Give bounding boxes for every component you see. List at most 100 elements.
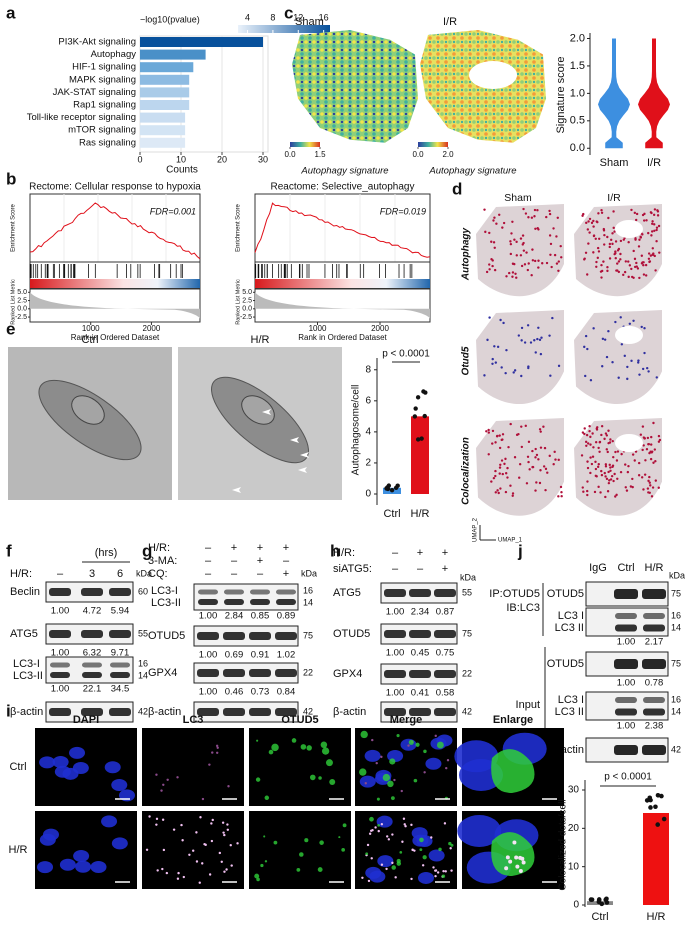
- lc3-dot: [434, 734, 437, 738]
- dot: [599, 901, 605, 907]
- spatial-map: [292, 30, 418, 143]
- lc3-dot: [201, 862, 204, 865]
- spot: [557, 458, 560, 462]
- colorbar: [290, 142, 320, 147]
- y-tick-label: -2.5: [240, 314, 252, 321]
- dot: [604, 896, 609, 902]
- lc3-dot: [410, 823, 413, 827]
- spot: [647, 491, 650, 494]
- channel-label: DAPI: [73, 714, 99, 726]
- kda-value: 75: [671, 588, 681, 598]
- spot: [608, 479, 611, 482]
- nucleus: [425, 757, 442, 770]
- spot: [608, 441, 612, 444]
- spot: [603, 437, 606, 441]
- spot: [498, 213, 501, 217]
- condition-value: –: [205, 555, 212, 567]
- spot: [623, 270, 627, 274]
- spot: [650, 234, 653, 237]
- otud5-blob: [408, 739, 414, 745]
- spot: [644, 274, 648, 277]
- lc3-dot: [221, 821, 225, 824]
- spot: [515, 254, 518, 257]
- otud5-blob: [338, 836, 341, 839]
- lc3-dot: [369, 829, 373, 832]
- row-label: Otud5: [461, 346, 472, 375]
- band: [614, 745, 638, 755]
- band: [642, 659, 666, 669]
- spot: [497, 491, 500, 495]
- spot: [651, 220, 654, 223]
- band: [275, 632, 297, 640]
- spot: [586, 493, 589, 497]
- spot: [555, 235, 558, 238]
- protein-label: Beclin: [10, 586, 40, 598]
- spot: [586, 228, 590, 231]
- kda-value: 75: [462, 628, 472, 638]
- es-curve: [254, 202, 431, 258]
- spot: [633, 459, 636, 462]
- otud5-blob: [342, 823, 347, 828]
- lc3-dot: [195, 831, 198, 834]
- lc3-dot: [176, 877, 180, 880]
- protein-label: OTUD5: [333, 628, 370, 640]
- spot: [654, 269, 657, 272]
- spot: [611, 361, 614, 364]
- spot: [521, 243, 524, 246]
- quantification: 1.00: [617, 637, 636, 648]
- spot: [627, 464, 630, 468]
- spot: [494, 474, 497, 478]
- spot: [647, 370, 650, 373]
- spot: [635, 212, 639, 216]
- kda-value: 16: [138, 658, 148, 668]
- lc3-dot: [210, 839, 214, 843]
- spot: [483, 374, 486, 377]
- spot: [491, 357, 494, 361]
- kda-value: 55: [462, 587, 472, 597]
- lc3-dot: [410, 877, 413, 881]
- coloc-dot: [518, 855, 523, 860]
- category-label: Ras signaling: [79, 137, 136, 148]
- spot: [631, 477, 634, 481]
- spot: [598, 450, 601, 453]
- lc3-dot: [230, 864, 233, 867]
- lc3-dot: [182, 875, 186, 879]
- kda-value: 14: [671, 706, 681, 716]
- quantification: 0.91: [251, 650, 270, 661]
- quantification: 1.00: [617, 721, 636, 732]
- lc3-dot: [404, 825, 407, 828]
- column-label: IgG: [589, 562, 607, 574]
- condition-value: –: [283, 555, 290, 567]
- lc3-dot: [377, 829, 380, 833]
- spot: [620, 343, 624, 346]
- quantification: 0.89: [277, 611, 296, 622]
- x-tick-label: 2000: [371, 324, 389, 333]
- spot: [523, 263, 527, 266]
- dot: [422, 413, 427, 419]
- lc3-dot: [391, 833, 394, 836]
- coloc-dot: [521, 860, 526, 865]
- spot: [548, 454, 551, 458]
- arrowhead: [298, 467, 307, 473]
- spot: [526, 268, 530, 272]
- spot: [549, 242, 553, 246]
- x-axis-label: Rank in Ordered Dataset: [71, 333, 160, 342]
- spot: [517, 432, 520, 436]
- otud5-blob: [419, 848, 423, 852]
- condition-value: +: [442, 563, 448, 575]
- spot: [632, 249, 635, 253]
- spot: [627, 275, 630, 279]
- spot: [515, 240, 518, 244]
- lc3-dot: [176, 776, 179, 779]
- nucleus: [101, 815, 118, 828]
- otud5-blob: [441, 874, 446, 878]
- y-axis-label: Enrichment Score: [236, 203, 242, 251]
- lc3-dot: [434, 869, 437, 872]
- spot: [624, 260, 627, 263]
- band: [197, 632, 219, 640]
- spot: [647, 257, 651, 260]
- spot: [537, 326, 540, 329]
- spot: [499, 487, 502, 490]
- spot: [491, 362, 494, 365]
- spot: [536, 337, 539, 341]
